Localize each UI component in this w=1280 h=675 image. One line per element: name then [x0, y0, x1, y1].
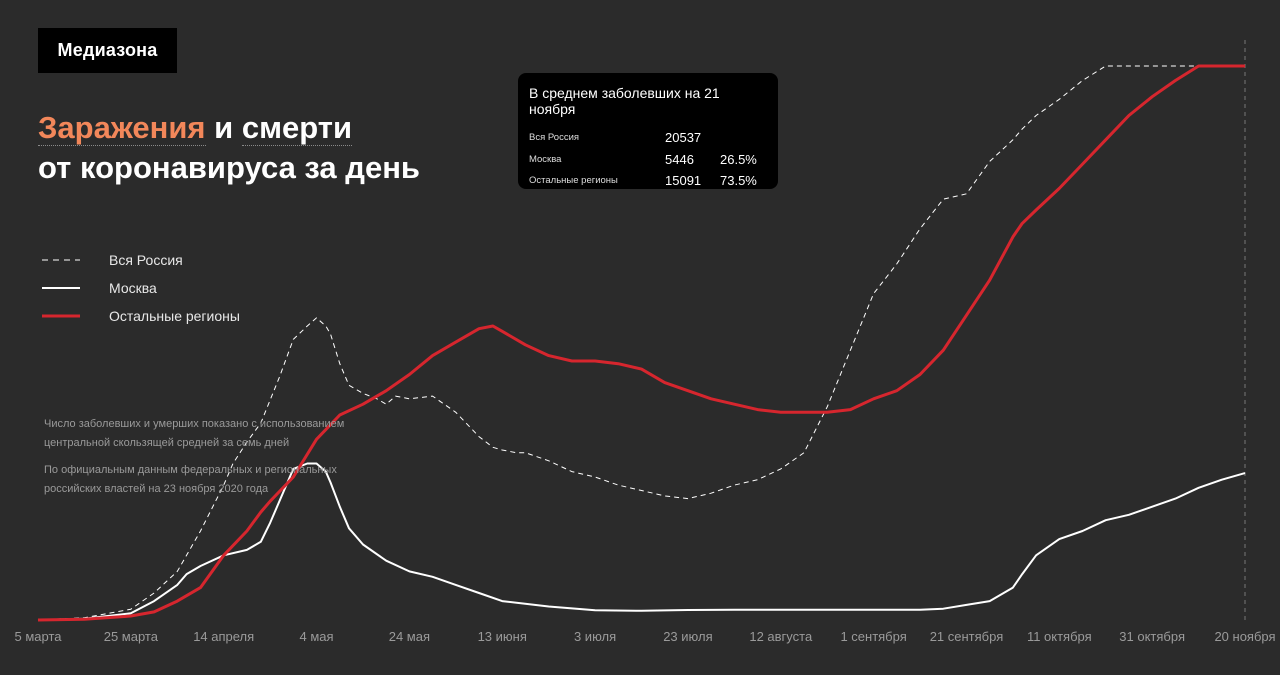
x-tick-label: 4 мая [300, 629, 334, 644]
red-line-swatch [42, 314, 80, 318]
x-tick-label: 21 сентября [930, 629, 1004, 644]
tooltip-row-pct: 26.5% [720, 151, 757, 167]
series-line-russia [37, 65, 1245, 621]
x-tick-label: 14 апреля [193, 629, 254, 644]
x-tick-label: 25 марта [104, 629, 159, 644]
method-note: Число заболевших и умерших показано с ис… [44, 418, 345, 449]
title-infections: Заражения [38, 110, 206, 146]
legend-label: Остальные регионы [109, 308, 240, 324]
tooltip-title: В среднем заболевших на 21 ноября [529, 85, 720, 117]
series-line-moscow [37, 462, 1246, 621]
x-tick-label: 5 марта [15, 629, 63, 644]
tooltip-row-value: 5446 [665, 151, 694, 167]
legend-item-russia: Вся Россия [42, 246, 240, 274]
x-tick-label: 13 июня [478, 629, 527, 644]
x-tick-label: 12 августа [749, 629, 813, 644]
legend-label: Москва [109, 280, 157, 296]
series-line-regions [37, 64, 1245, 622]
x-tick-label: 11 октября [1027, 629, 1092, 644]
series-layer [37, 40, 1246, 622]
source-note: По официальным данным федеральных и реги… [44, 464, 337, 495]
tooltip-row-label: Вся Россия [529, 132, 580, 144]
tooltip-row-value: 15091 [665, 173, 702, 189]
page-title: Заражения и смерти от коронавируса за де… [38, 108, 538, 188]
x-axis-ticks: 5 марта 25 марта 14 апреля 4 мая 24 мая 13 ию… [15, 629, 1276, 644]
x-tick-label: 31 октября [1119, 629, 1185, 644]
tooltip-row-pct: 73.5% [720, 173, 757, 189]
title-and: и [205, 110, 242, 145]
white-line-swatch [42, 287, 80, 289]
title-deaths: смерти [241, 110, 353, 146]
legend: Вся Россия Москва Остальные регионы [42, 246, 240, 330]
tooltip-row-value: 20537 [665, 130, 702, 146]
x-tick-label: 1 сентября [840, 629, 906, 644]
brand-logo: Медиазона [38, 28, 177, 73]
legend-item-moscow: Москва [42, 274, 240, 302]
x-tick-label: 3 июля [574, 629, 616, 644]
tooltip-row-label: Москва [529, 153, 562, 165]
title-line2: от коронавируса за день [38, 150, 420, 185]
legend-item-regions: Остальные регионы [42, 302, 240, 330]
summary-tooltip: В среднем заболевших на 21 ноября Вся Ро… [518, 73, 778, 189]
legend-label: Вся Россия [109, 252, 183, 268]
tooltip-row: Вся Россия 20537 [529, 127, 767, 149]
x-tick-label: 23 июля [663, 629, 712, 644]
x-tick-label: 24 мая [389, 629, 430, 644]
tooltip-row-label: Остальные регионы [529, 175, 618, 187]
x-tick-label: 20 ноября [1214, 629, 1275, 644]
tooltip-row: Москва 5446 26.5% [529, 149, 767, 171]
tooltip-row: Остальные регионы 15091 73.5% [529, 170, 767, 192]
